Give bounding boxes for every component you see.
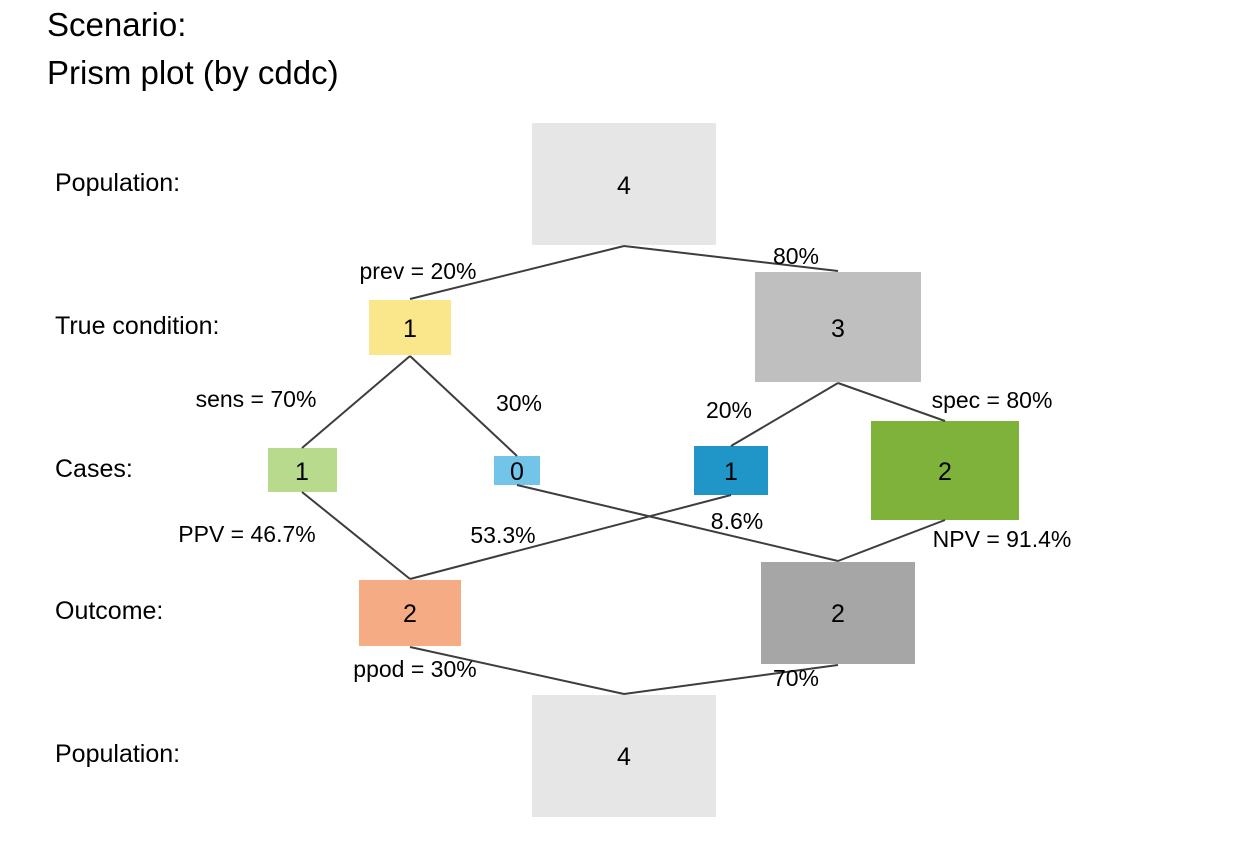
edge-label-prev: prev = 20% xyxy=(360,258,477,284)
edge-cond-true-to-miss xyxy=(409,355,518,457)
edge-false-alarm-to-dec-pos xyxy=(409,494,732,580)
edge-label-ppod: ppod = 30% xyxy=(353,656,476,682)
box-miss-value: 0 xyxy=(510,458,524,486)
row-label-outcome: Outcome: xyxy=(55,597,163,625)
box-population-bottom-rect xyxy=(532,695,716,817)
box-population-top-rect xyxy=(532,123,716,245)
box-decision-negative-rect xyxy=(761,562,915,664)
edge-correct-rejection-to-dec-neg xyxy=(837,519,946,562)
box-correct-rejection: 2 xyxy=(871,421,1019,520)
box-decision-positive-value: 2 xyxy=(403,600,417,628)
row-label-true-condition: True condition: xyxy=(55,312,219,340)
row-label-population-bottom: Population: xyxy=(55,740,180,768)
edge-label-sens: sens = 70% xyxy=(196,386,317,412)
edge-label-not-ppod: 70% xyxy=(773,665,819,691)
row-label-cases: Cases: xyxy=(55,455,133,483)
box-miss-rect xyxy=(494,456,540,485)
edge-dec-pos-to-pop-bottom xyxy=(409,646,625,695)
box-hit-rect xyxy=(268,448,337,492)
box-condition-true-value: 1 xyxy=(403,315,417,343)
box-population-bottom-value: 4 xyxy=(617,743,631,771)
edge-pop-to-cond-false xyxy=(623,245,839,272)
edge-cond-false-to-false-alarm xyxy=(730,382,839,447)
box-hit: 1 xyxy=(268,448,337,492)
box-decision-negative: 2 xyxy=(761,562,915,664)
edge-label-ppv: PPV = 46.7% xyxy=(178,521,315,547)
edge-label-false-alarm-rate: 20% xyxy=(706,397,752,423)
edge-miss-to-dec-neg xyxy=(516,484,839,562)
edge-hit-to-dec-pos xyxy=(301,491,411,580)
box-condition-false-value: 3 xyxy=(831,315,845,343)
box-condition-false: 3 xyxy=(755,272,921,382)
edge-dec-neg-to-pop-bottom xyxy=(623,664,839,695)
row-label-population-top: Population: xyxy=(55,169,180,197)
edge-label-not-prev: 80% xyxy=(773,243,819,269)
box-decision-positive: 2 xyxy=(359,580,461,646)
box-decision-negative-value: 2 xyxy=(831,600,845,628)
box-condition-true: 1 xyxy=(369,300,451,355)
box-population-bottom: 4 xyxy=(532,695,716,817)
title-line-1: Scenario: xyxy=(47,6,186,43)
box-correct-rejection-rect xyxy=(871,421,1019,520)
box-decision-positive-rect xyxy=(359,580,461,646)
box-miss: 0 xyxy=(494,456,540,486)
edge-label-spec: spec = 80% xyxy=(932,387,1053,413)
box-correct-rejection-value: 2 xyxy=(938,458,952,486)
edge-cond-false-to-correct-rejection xyxy=(837,382,946,422)
box-false-alarm-value: 1 xyxy=(724,458,738,486)
title-line-2: Prism plot (by cddc) xyxy=(47,54,339,91)
box-population-top: 4 xyxy=(532,123,716,245)
edge-label-for: 8.6% xyxy=(711,508,763,534)
box-hit-value: 1 xyxy=(295,458,309,486)
edge-label-npv: NPV = 91.4% xyxy=(933,526,1072,552)
box-condition-true-rect xyxy=(369,300,451,355)
edge-label-fdr: 53.3% xyxy=(470,522,535,548)
edge-cond-true-to-hit xyxy=(301,355,411,449)
box-false-alarm-rect xyxy=(694,446,768,495)
edge-label-miss-rate: 30% xyxy=(496,390,542,416)
box-condition-false-rect xyxy=(755,272,921,382)
box-false-alarm: 1 xyxy=(694,446,768,495)
edge-pop-to-cond-true xyxy=(409,245,625,300)
box-population-top-value: 4 xyxy=(617,172,631,200)
